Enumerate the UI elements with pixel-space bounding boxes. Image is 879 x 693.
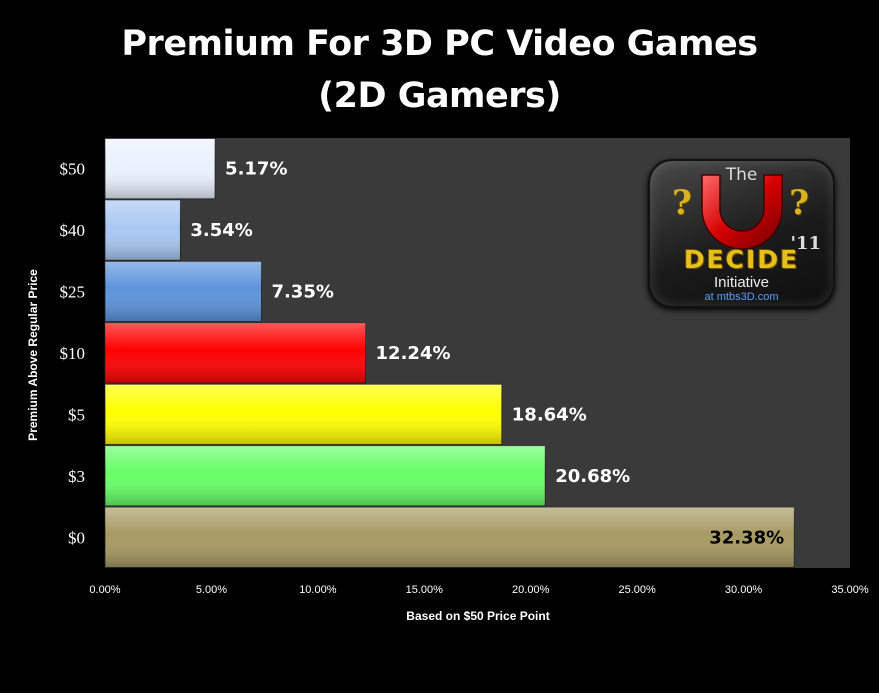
bar-shade-2 xyxy=(105,261,262,322)
x-tick-label-5: 25.00% xyxy=(618,584,656,596)
horseshoe-emblem-icon xyxy=(701,174,783,250)
y-tick-label-4: $5 xyxy=(68,405,85,424)
x-tick-labels: 0.00% 5.00% 10.00% 15.00% 20.00% 25.00% 30.00%… xyxy=(89,584,868,596)
chart-title-line1: Premium For 3D PC Video Games xyxy=(121,24,758,64)
bar-shade-4 xyxy=(105,384,502,445)
y-tick-label-2: $25 xyxy=(60,283,86,302)
bar-shade-6 xyxy=(105,507,795,568)
x-tick-label-6: 30.00% xyxy=(725,584,763,596)
logo-site: at mtbs3D.com xyxy=(704,291,779,303)
data-label-3: 12.24% xyxy=(376,343,451,364)
data-label-0: 5.17% xyxy=(225,159,287,180)
question-mark-left-icon: ? xyxy=(672,183,692,223)
y-axis-label: Premium Above Regular Price xyxy=(26,269,40,441)
data-label-1: 3.54% xyxy=(190,220,252,241)
bars-layer: 5.17% 3.54% 7.35% 12.24% 18.64% 20.68% 32.38% xyxy=(104,138,795,568)
x-tick-label-2: 10.00% xyxy=(299,584,337,596)
x-tick-label-7: 35.00% xyxy=(831,584,869,596)
logo-initiative: Initiative xyxy=(713,274,770,291)
logo-year: '11 xyxy=(790,233,821,254)
data-label-2: 7.35% xyxy=(271,282,333,303)
bar-shade-0 xyxy=(105,138,216,199)
decide-initiative-logo: The ? ? DECIDE '11 Initiative at mtbs3D.… xyxy=(648,159,835,308)
logo-decide: DECIDE xyxy=(683,245,800,274)
logo-the: The xyxy=(725,165,758,185)
y-tick-label-1: $40 xyxy=(60,221,86,240)
bar-shade-3 xyxy=(105,322,366,384)
x-tick-label-1: 5.00% xyxy=(196,584,227,596)
x-tick-label-3: 15.00% xyxy=(406,584,444,596)
data-label-6: 32.38% xyxy=(709,527,784,548)
chart-title: Premium For 3D PC Video Games (2D Gamers… xyxy=(0,18,879,122)
x-axis-label: Based on $50 Price Point xyxy=(406,609,550,623)
x-tick-label-4: 20.00% xyxy=(512,584,550,596)
data-label-5: 20.68% xyxy=(555,466,630,487)
chart-title-line2: (2D Gamers) xyxy=(318,76,561,116)
y-tick-label-5: $3 xyxy=(68,467,85,486)
question-mark-right-icon: ? xyxy=(789,183,809,223)
bar-shade-1 xyxy=(105,200,181,261)
data-label-4: 18.64% xyxy=(512,404,587,425)
y-tick-label-0: $50 xyxy=(60,160,86,179)
bar-shade-5 xyxy=(105,445,546,506)
y-tick-label-6: $0 xyxy=(68,528,85,547)
x-tick-label-0: 0.00% xyxy=(89,584,120,596)
y-tick-label-3: $10 xyxy=(60,344,86,363)
y-tick-labels: $50 $40 $25 $10 $5 $3 $0 xyxy=(60,160,86,548)
